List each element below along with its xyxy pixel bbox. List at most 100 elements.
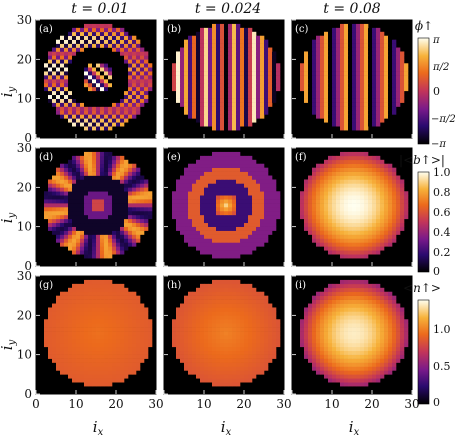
heatmap-cell <box>64 79 69 84</box>
heatmap-cell <box>312 59 317 64</box>
heatmap-cell <box>96 303 101 308</box>
heatmap-cell <box>316 171 321 176</box>
heatmap-cell <box>264 43 269 48</box>
heatmap-cell <box>364 86 369 92</box>
heatmap-cell <box>236 242 241 247</box>
heatmap-cell <box>56 315 61 320</box>
heatmap-cell <box>388 187 393 192</box>
heatmap-cell <box>124 338 129 344</box>
heatmap-cell <box>388 171 393 176</box>
heatmap-cell <box>60 291 65 296</box>
heatmap-cell <box>340 159 345 165</box>
heatmap-cell <box>308 226 313 231</box>
heatmap-cell <box>308 342 313 348</box>
heatmap-cell <box>324 110 329 115</box>
heatmap-cell <box>196 354 201 359</box>
heatmap-cell <box>140 346 145 352</box>
heatmap-cell <box>392 179 397 184</box>
heatmap-cell <box>228 43 233 48</box>
heatmap-cell <box>120 230 125 235</box>
heatmap-cell <box>96 118 101 123</box>
heatmap-cell <box>352 374 357 379</box>
heatmap-cell <box>244 203 249 208</box>
heatmap-cell <box>192 203 197 208</box>
heatmap-cell <box>116 342 121 348</box>
heatmap-cell <box>276 191 281 196</box>
heatmap-cell <box>388 358 393 363</box>
heatmap-cell <box>368 155 373 161</box>
heatmap-cell <box>68 110 73 115</box>
heatmap-cell <box>264 199 269 204</box>
heatmap-cell <box>108 31 113 37</box>
heatmap-cell <box>60 210 65 216</box>
heatmap-cell <box>216 102 221 107</box>
heatmap-cell <box>276 203 281 208</box>
heatmap-cell <box>56 226 61 231</box>
heatmap-cell <box>360 51 365 56</box>
heatmap-cell <box>276 67 281 72</box>
heatmap-cell <box>308 179 313 184</box>
heatmap-cell <box>208 195 213 200</box>
heatmap-cell <box>348 35 353 40</box>
heatmap-cell <box>268 191 273 196</box>
heatmap-cell <box>340 366 345 371</box>
heatmap-cell <box>204 350 209 355</box>
heatmap-cell <box>336 47 341 52</box>
heatmap-cell <box>120 350 125 355</box>
heatmap-cell <box>128 226 133 231</box>
heatmap-cell <box>252 118 257 123</box>
heatmap-cell <box>68 335 73 340</box>
heatmap-cell <box>272 67 277 72</box>
heatmap-cell <box>100 346 105 352</box>
heatmap-cell <box>360 350 365 355</box>
heatmap-cell <box>308 230 313 235</box>
heatmap-cell <box>60 370 65 375</box>
heatmap-cell <box>108 75 113 80</box>
heatmap-cell <box>104 370 109 375</box>
heatmap-cell <box>320 110 325 115</box>
heatmap-cell <box>276 338 281 344</box>
heatmap-cell <box>396 346 401 352</box>
heatmap-cell <box>236 342 241 348</box>
x-tick-label: 10 <box>196 397 211 411</box>
heatmap-cell <box>112 242 117 247</box>
heatmap-cell <box>220 195 225 200</box>
heatmap-cell <box>304 75 309 80</box>
heatmap-cell <box>240 35 245 40</box>
x-tick-label: 0 <box>32 397 40 411</box>
heatmap-cell <box>136 323 141 328</box>
heatmap-cell <box>120 226 125 231</box>
heatmap-cell <box>228 63 233 68</box>
heatmap-cell <box>256 311 261 316</box>
heatmap-cell <box>240 55 245 60</box>
heatmap-cell <box>52 179 57 184</box>
heatmap-cell <box>44 67 49 72</box>
heatmap-cell <box>104 55 109 60</box>
heatmap-cell <box>68 246 73 251</box>
heatmap-cell <box>176 179 181 184</box>
heatmap-cell <box>128 362 133 367</box>
heatmap-cell <box>120 39 125 44</box>
heatmap-cell <box>76 354 81 359</box>
heatmap-cell <box>128 295 133 300</box>
heatmap-cell <box>100 295 105 300</box>
heatmap-cell <box>200 27 205 33</box>
heatmap-cell <box>348 218 353 224</box>
heatmap-cell <box>108 67 113 72</box>
heatmap-cell <box>264 238 269 243</box>
heatmap-cell <box>132 75 137 80</box>
heatmap-cell <box>220 331 225 336</box>
heatmap-cell <box>248 323 253 328</box>
heatmap-cell <box>92 226 97 231</box>
heatmap-cell <box>368 35 373 40</box>
heatmap-cell <box>112 47 117 52</box>
heatmap-cell <box>196 35 201 40</box>
heatmap-cell <box>116 110 121 115</box>
heatmap-cell <box>68 222 73 227</box>
heatmap-cell <box>256 94 261 99</box>
heatmap-cell <box>80 311 85 316</box>
heatmap-cell <box>64 102 69 107</box>
heatmap-cell <box>144 327 149 332</box>
heatmap-cell <box>56 214 61 220</box>
heatmap-cell <box>64 171 69 176</box>
